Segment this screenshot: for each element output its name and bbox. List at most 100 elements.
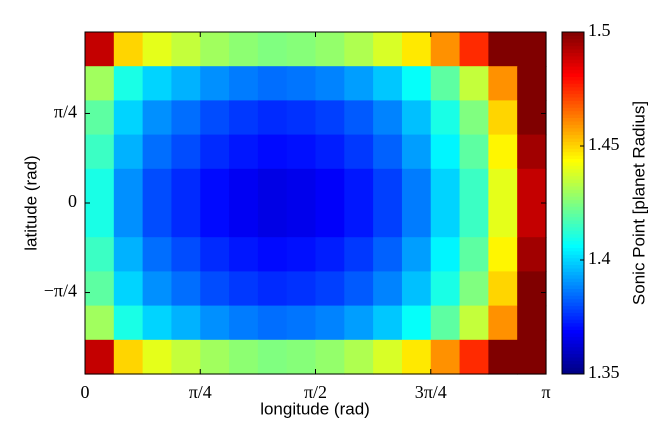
colorbar-swatch <box>562 66 584 71</box>
colorbar-swatch <box>562 134 584 139</box>
heatmap-cell <box>171 271 201 307</box>
heatmap-cell <box>171 134 201 170</box>
x-tick-label: π <box>541 382 550 402</box>
colorbar-swatch <box>562 45 584 50</box>
heatmap-cell <box>113 32 144 67</box>
colorbar-swatch <box>562 161 584 166</box>
colorbar-swatch <box>562 237 584 242</box>
colorbar-swatch <box>562 49 584 54</box>
heatmap-cell <box>430 339 461 375</box>
heatmap-cell <box>401 168 432 204</box>
colorbar-swatch <box>562 83 584 88</box>
colorbar-swatch <box>562 185 584 190</box>
heatmap-cell <box>401 203 432 238</box>
heatmap-cell <box>401 134 432 170</box>
heatmap-cell <box>430 237 461 272</box>
heatmap-cell <box>315 32 345 67</box>
heatmap-cell <box>85 100 115 136</box>
heatmap-cell <box>257 237 288 272</box>
heatmap-cell <box>459 32 489 67</box>
colorbar-swatch <box>562 55 584 60</box>
heatmap-cell <box>257 203 288 238</box>
heatmap-cell <box>286 203 317 238</box>
heatmap-cell <box>257 168 288 204</box>
heatmap-cell <box>430 168 461 204</box>
colorbar-swatch <box>562 370 584 375</box>
heatmap-cell <box>315 339 345 375</box>
colorbar-swatch <box>562 90 584 95</box>
heatmap-cell <box>459 203 489 238</box>
colorbar-swatch <box>562 32 584 36</box>
colorbar-swatch <box>562 309 584 313</box>
heatmap-cell <box>142 305 173 341</box>
heatmap-cell <box>344 32 374 67</box>
heatmap-cell <box>85 66 115 101</box>
colorbar-swatch <box>562 346 584 351</box>
heatmap-cell <box>315 168 345 204</box>
colorbar-swatch <box>562 165 584 170</box>
y-tick-label: 0 <box>68 191 77 211</box>
colorbar-swatch <box>562 124 584 129</box>
colorbar-swatch <box>562 360 584 365</box>
colorbar-swatch <box>562 216 584 221</box>
colorbar-swatch <box>562 274 584 279</box>
heatmap-cell <box>315 66 345 101</box>
heatmap-cell <box>344 305 374 341</box>
colorbar-swatch <box>562 209 584 214</box>
colorbar-swatch <box>562 250 584 255</box>
colorbar-swatch <box>562 230 584 235</box>
colorbar-swatch <box>562 319 584 324</box>
heatmap-cell <box>488 237 518 272</box>
heatmap-cell <box>113 305 144 341</box>
colorbar-swatch <box>562 203 584 207</box>
heatmap-cell <box>430 66 461 101</box>
colorbar-swatch <box>562 52 584 57</box>
colorbar-swatch <box>562 69 584 74</box>
colorbar-swatch <box>562 38 584 43</box>
heatmap-cell <box>315 271 345 307</box>
colorbar-swatch <box>562 220 584 225</box>
heatmap-cell <box>85 168 115 204</box>
heatmap-cell <box>113 339 144 375</box>
colorbar-swatch <box>562 172 584 177</box>
heatmap-cell <box>488 305 518 341</box>
colorbar-swatch <box>562 305 584 310</box>
heatmap-cell <box>200 339 230 375</box>
heatmap-cell <box>85 203 115 238</box>
heatmap-cell <box>257 66 288 101</box>
heatmap-cell <box>229 100 259 136</box>
colorbar-swatch <box>562 285 584 289</box>
heatmap-cell <box>430 305 461 341</box>
colorbar-swatch <box>562 332 584 337</box>
colorbar-swatch <box>562 114 584 118</box>
colorbar-swatch <box>562 158 584 163</box>
colorbar-swatch <box>562 281 584 286</box>
heatmap-cell <box>517 168 547 204</box>
colorbar-swatch <box>562 107 584 112</box>
colorbar-swatch <box>562 240 584 245</box>
heatmap-cell <box>373 271 403 307</box>
colorbar-swatch <box>562 226 584 231</box>
heatmap-cell <box>401 66 432 101</box>
heatmap-cell <box>315 305 345 341</box>
colorbar-swatch <box>562 73 584 77</box>
heatmap-cell <box>286 305 317 341</box>
colorbar-swatch <box>562 339 584 344</box>
colorbar-swatch <box>562 42 584 47</box>
heatmap-cell <box>257 339 288 375</box>
colorbar-swatch <box>562 127 584 132</box>
x-tick-label: 0 <box>81 382 90 402</box>
colorbar-swatch <box>562 138 584 142</box>
heatmap-cell <box>85 339 115 375</box>
heatmap-cell <box>142 134 173 170</box>
colorbar-swatch <box>562 59 584 64</box>
colorbar-swatch <box>562 179 584 183</box>
colorbar-swatch <box>562 175 584 180</box>
heatmap-cell <box>459 339 489 375</box>
heatmap-cell <box>488 203 518 238</box>
heatmap-cell <box>257 271 288 307</box>
heatmap-cell <box>113 271 144 307</box>
colorbar-swatch <box>562 329 584 334</box>
heatmap-cell <box>286 32 317 67</box>
heatmap-cell <box>315 100 345 136</box>
